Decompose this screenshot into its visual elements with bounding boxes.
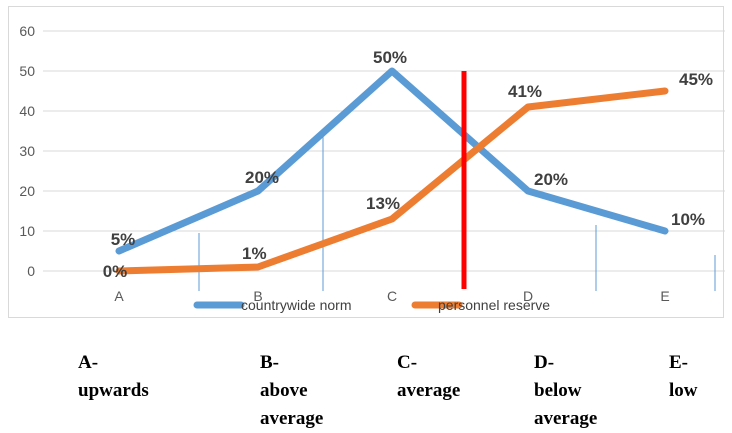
- data-label: 45%: [679, 70, 713, 89]
- y-tick-label: 30: [19, 143, 35, 159]
- data-labels: 5% 20% 50% 20% 10% 0% 1% 13% 41% 45%: [103, 48, 713, 281]
- x-tick-label: A: [114, 288, 124, 304]
- category-caption: E-low: [669, 349, 698, 405]
- caption-letter: C-: [397, 352, 418, 373]
- category-caption: D-below average: [534, 349, 597, 433]
- x-axis: A B C D E: [114, 288, 669, 304]
- data-label: 50%: [373, 48, 407, 67]
- line-chart: 0 10 20 30 40 50 60 A B C D E 5% 20% 50% 20% 10% 0% 1% 13…: [19, 23, 725, 313]
- y-tick-label: 60: [19, 23, 35, 39]
- y-axis: 0 10 20 30 40 50 60: [19, 23, 35, 279]
- y-tick-label: 50: [19, 63, 35, 79]
- data-label: 5%: [111, 230, 136, 249]
- caption-letter: D-: [534, 352, 555, 373]
- data-label: 20%: [245, 168, 279, 187]
- category-caption: B-above average: [260, 349, 323, 433]
- legend: countrywide norm personnel reserve: [193, 297, 550, 313]
- caption-text: low: [669, 380, 698, 401]
- category-separators: [198, 137, 716, 291]
- x-tick-label: E: [660, 288, 669, 304]
- caption-text: upwards: [78, 380, 149, 401]
- x-tick-label: B: [253, 288, 262, 304]
- caption-text: average: [397, 380, 461, 401]
- series-line: [115, 87, 669, 275]
- gridlines: [43, 30, 725, 272]
- category-caption: C-average: [397, 349, 460, 405]
- data-label: 10%: [671, 210, 705, 229]
- data-label: 20%: [534, 170, 568, 189]
- data-label: 1%: [242, 244, 267, 263]
- caption-text: average: [534, 408, 598, 429]
- y-tick-label: 20: [19, 183, 35, 199]
- data-label: 13%: [366, 194, 400, 213]
- caption-letter: A-: [78, 352, 99, 373]
- category-caption: A-upwards: [78, 349, 149, 405]
- y-tick-label: 10: [19, 223, 35, 239]
- x-tick-label: C: [387, 288, 397, 304]
- x-tick-label: D: [523, 288, 533, 304]
- data-label: 41%: [508, 82, 542, 101]
- data-label: 0%: [103, 262, 128, 281]
- series-lines: [115, 67, 669, 275]
- caption-letter: B-: [260, 352, 279, 373]
- legend-label: personnel reserve: [438, 297, 550, 313]
- y-tick-label: 0: [27, 263, 35, 279]
- y-tick-label: 40: [19, 103, 35, 119]
- caption-text: above: [260, 380, 308, 401]
- caption-letter: E-: [669, 352, 688, 373]
- series-line: [115, 67, 669, 255]
- caption-text: average: [260, 408, 324, 429]
- chart-frame: 0 10 20 30 40 50 60 A B C D E 5% 20% 50% 20% 10% 0% 1% 13…: [8, 6, 725, 318]
- legend-label: countrywide norm: [241, 297, 352, 313]
- caption-text: below: [534, 380, 582, 401]
